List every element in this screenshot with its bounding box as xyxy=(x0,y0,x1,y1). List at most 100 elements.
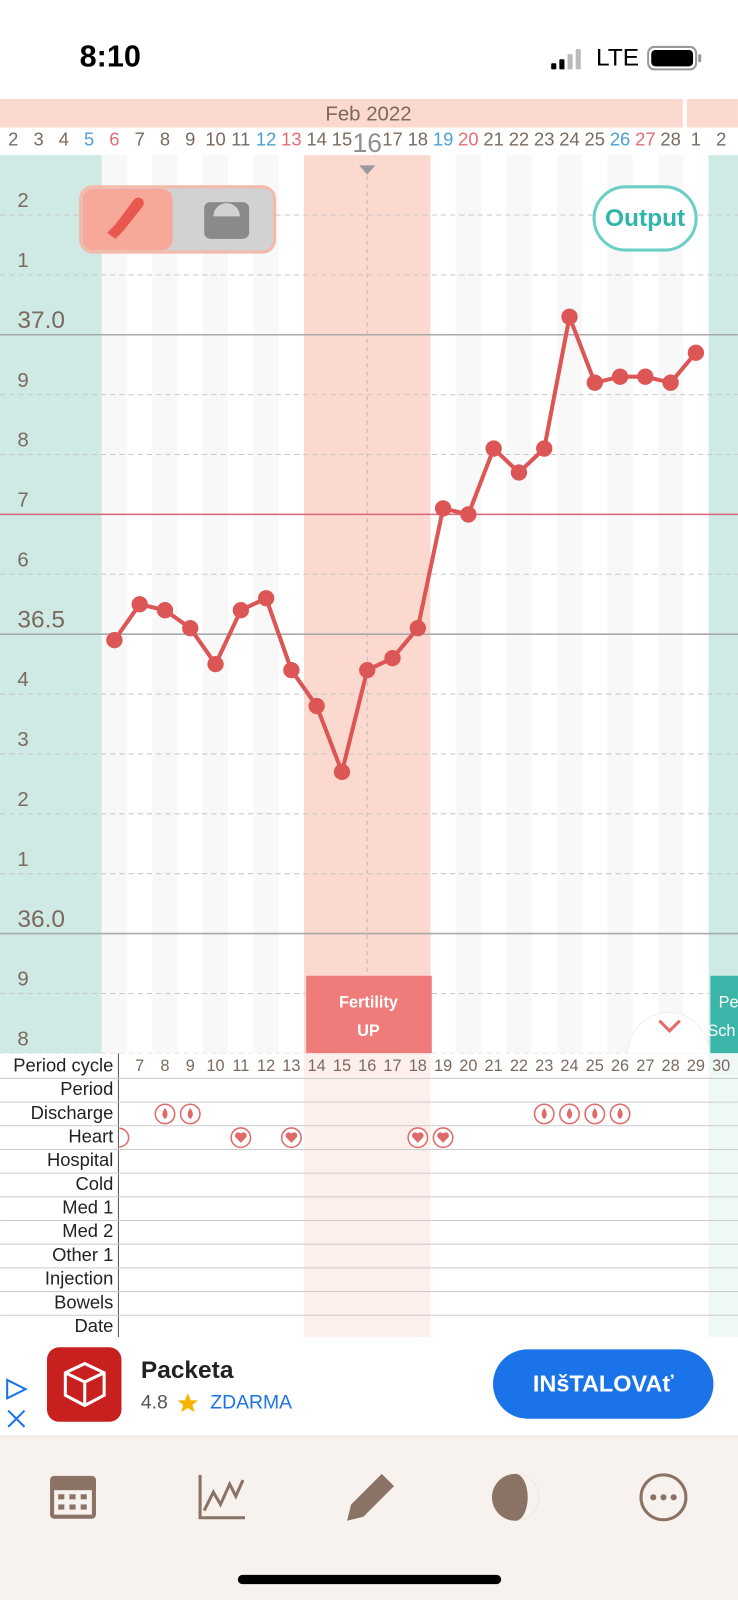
row-label: Med 2 xyxy=(62,1220,113,1241)
collapse-button[interactable] xyxy=(627,1012,710,1054)
date-label: 13 xyxy=(281,129,301,150)
temperature-point xyxy=(409,620,426,637)
chart: 2 3 4 5 6 7 8 9 10 11 12 13 14 15 16 17 18 19 20 21 22 23 24 25… xyxy=(0,127,738,1338)
temperature-point xyxy=(359,661,376,679)
y-tick-label: 36.5 xyxy=(17,606,65,633)
temperature-point xyxy=(106,631,123,649)
temperature-point xyxy=(536,440,553,457)
date-label: 15 xyxy=(332,129,352,150)
ad-price[interactable]: ZDARMA xyxy=(210,1392,292,1414)
row-label: Other 1 xyxy=(52,1244,113,1265)
date-label: 3 xyxy=(33,129,43,150)
row-label: Heart xyxy=(68,1125,113,1146)
output-button[interactable]: Output xyxy=(592,185,698,252)
discharge-drop xyxy=(617,1107,623,1120)
cycle-day: 15 xyxy=(333,1057,351,1075)
column-stripe xyxy=(455,155,482,1054)
temperature-point xyxy=(207,655,224,673)
cycle-day: 21 xyxy=(485,1057,503,1075)
cycle-day: 20 xyxy=(459,1057,477,1075)
cycle-day: 11 xyxy=(232,1057,249,1075)
nav-edit[interactable] xyxy=(347,1473,395,1521)
temperature-point xyxy=(485,440,502,457)
row-label: Cold xyxy=(76,1173,114,1194)
date-label: 28 xyxy=(660,129,680,150)
month-bar xyxy=(0,99,738,128)
date-label: 14 xyxy=(306,129,326,150)
temperature-point xyxy=(156,602,174,619)
y-tick-label: 6 xyxy=(17,549,28,571)
cycle-day: 14 xyxy=(308,1057,326,1075)
y-tick-label: 9 xyxy=(17,969,28,991)
temperature-point xyxy=(131,596,148,613)
temperature-point xyxy=(460,506,477,523)
date-label: 4 xyxy=(59,129,69,150)
cycle-day: 10 xyxy=(206,1057,224,1075)
period-band xyxy=(708,155,738,1054)
y-tick-label: 3 xyxy=(17,729,28,751)
y-tick-label: 7 xyxy=(17,490,28,512)
date-label: 2 xyxy=(716,129,726,150)
row-label: Date xyxy=(75,1315,114,1336)
temperature-point xyxy=(561,308,578,325)
date-label: 26 xyxy=(610,129,630,150)
temperature-point xyxy=(611,368,629,385)
date-label: 18 xyxy=(408,129,428,150)
ad-title[interactable]: Packeta xyxy=(141,1357,234,1384)
date-label: 12 xyxy=(256,129,276,150)
cycle-day: 28 xyxy=(662,1057,680,1075)
ad-install[interactable]: INšTALOVAť xyxy=(533,1370,675,1396)
discharge-drop xyxy=(541,1107,547,1120)
cycle-day: 8 xyxy=(160,1057,169,1075)
cycle-day: 19 xyxy=(434,1057,452,1075)
date-label: 16 xyxy=(352,128,382,158)
status-bar-bg xyxy=(0,0,738,100)
nav-phase[interactable] xyxy=(491,1473,539,1521)
cycle-day: 12 xyxy=(257,1057,275,1075)
date-label: 17 xyxy=(382,129,402,150)
heart-shape xyxy=(411,1132,424,1143)
cycle-day: 9 xyxy=(186,1057,195,1075)
date-label: 2 xyxy=(8,129,18,150)
cycle-day: 25 xyxy=(586,1057,604,1075)
temperature-point xyxy=(637,368,654,385)
fertility-text: Fertility xyxy=(339,994,398,1012)
date-label: 23 xyxy=(534,129,554,150)
ad-banner[interactable]: Packeta 4.8 ZDARMA INšTALOVAť xyxy=(0,1337,738,1437)
next-period-text: Sch xyxy=(707,1022,735,1040)
y-tick-label: 1 xyxy=(17,849,28,871)
month-label: Feb 2022 xyxy=(325,104,411,126)
row-label: Period xyxy=(60,1078,113,1099)
ad-rating[interactable]: 4.8 xyxy=(141,1392,168,1414)
mode-toggle[interactable] xyxy=(79,185,277,254)
cycle-day: 27 xyxy=(636,1057,654,1075)
cycle-day: 24 xyxy=(560,1057,578,1075)
date-label: 10 xyxy=(205,129,225,150)
temperature-point xyxy=(182,620,199,637)
column-stripe xyxy=(607,155,633,1054)
bottom-nav xyxy=(0,1435,738,1600)
date-label: 19 xyxy=(433,129,453,150)
temperature-point xyxy=(662,374,679,391)
date-label: 8 xyxy=(160,129,170,150)
row-label: Period cycle xyxy=(13,1054,113,1075)
output-label[interactable]: Output xyxy=(605,205,685,232)
y-tick-label: 4 xyxy=(17,669,28,691)
discharge-drop xyxy=(566,1107,573,1120)
nav-more[interactable] xyxy=(639,1473,688,1522)
date-label: 22 xyxy=(509,129,529,150)
cycle-day: 18 xyxy=(409,1057,427,1075)
date-label: 20 xyxy=(458,129,478,150)
temperature-point xyxy=(586,374,603,391)
nav-calendar[interactable] xyxy=(50,1475,96,1519)
y-tick-label: 37.0 xyxy=(17,307,65,334)
discharge-drop xyxy=(162,1107,168,1120)
temperature-point xyxy=(510,464,528,481)
date-label: 1 xyxy=(691,129,701,150)
nav-chart[interactable] xyxy=(198,1474,245,1520)
y-tick-label: 2 xyxy=(17,789,28,811)
temperature-point xyxy=(687,344,705,361)
y-tick-label: 36.0 xyxy=(17,906,65,933)
y-tick-label: 8 xyxy=(17,430,28,452)
next-period-text: Pe xyxy=(719,994,738,1012)
